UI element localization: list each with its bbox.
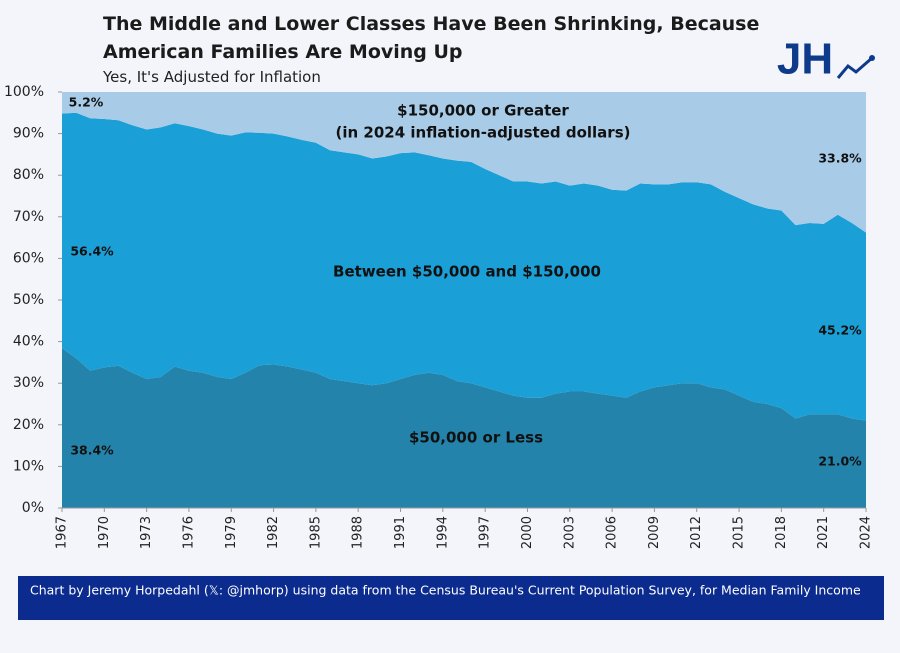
chart-title: The Middle and Lower Classes Have Been S… bbox=[103, 13, 760, 63]
logo: JH bbox=[777, 35, 833, 84]
area bbox=[62, 92, 866, 233]
y-tick-label: 80% bbox=[13, 167, 44, 183]
series-label: $50,000 or Less bbox=[409, 429, 543, 447]
y-tick-label: 10% bbox=[13, 458, 44, 474]
y-tick-label: 30% bbox=[13, 375, 44, 391]
x-tick-label: 1988 bbox=[351, 516, 366, 549]
x-tick-label: 1967 bbox=[55, 516, 70, 549]
value-label: 21.0% bbox=[818, 454, 862, 469]
y-tick-label: 70% bbox=[13, 209, 44, 225]
logo-arrow bbox=[836, 56, 873, 79]
x-tick-label: 1982 bbox=[266, 516, 281, 549]
x-tick-label: 1973 bbox=[139, 516, 154, 549]
value-label: 5.2% bbox=[69, 95, 104, 110]
y-tick-label: 50% bbox=[13, 292, 44, 308]
x-tick-label: 2003 bbox=[562, 516, 577, 549]
x-tick-label: 1970 bbox=[97, 516, 112, 549]
x-tick-label: 2015 bbox=[732, 516, 747, 549]
x-tick-label: 1985 bbox=[308, 516, 323, 549]
area bbox=[62, 112, 866, 421]
area bbox=[62, 348, 866, 508]
x-tick-label: 1997 bbox=[478, 516, 493, 549]
x-tick-label: 2018 bbox=[774, 516, 789, 549]
value-label: 45.2% bbox=[818, 323, 862, 338]
series-label: Between $50,000 and $150,000 bbox=[333, 263, 601, 281]
y-tick-label: 40% bbox=[13, 334, 44, 350]
y-tick-label: 20% bbox=[13, 417, 44, 433]
annotation: (in 2024 inflation-adjusted dollars) bbox=[336, 124, 631, 142]
footer: Chart by Jeremy Horpedahl (𝕏: @jmhorp) u… bbox=[30, 583, 861, 598]
footer-bar bbox=[18, 576, 884, 620]
value-label: 38.4% bbox=[70, 443, 114, 458]
x-tick-label: 1976 bbox=[181, 516, 196, 549]
logo-dot bbox=[869, 55, 875, 61]
x-tick-label: 1994 bbox=[435, 516, 450, 549]
x-tick-label: 2006 bbox=[605, 516, 620, 549]
value-label: 56.4% bbox=[70, 244, 114, 259]
x-tick-label: 1991 bbox=[393, 516, 408, 549]
y-tick-label: 90% bbox=[13, 126, 44, 142]
x-tick-label: 2000 bbox=[520, 516, 535, 549]
x-tick-label: 2021 bbox=[816, 516, 831, 549]
plot: $50,000 or Less Between $50,000 and $150,… bbox=[4, 84, 874, 549]
x-tick-label: 2009 bbox=[647, 516, 662, 549]
x-tick-label: 2024 bbox=[859, 516, 874, 549]
series-label: $150,000 or Greater bbox=[397, 102, 569, 120]
y-tick-label: 100% bbox=[4, 84, 44, 100]
x-tick-label: 2012 bbox=[689, 516, 704, 549]
y-tick-label: 0% bbox=[22, 500, 44, 516]
y-tick-label: 60% bbox=[13, 250, 44, 266]
value-label: 33.8% bbox=[818, 151, 862, 166]
chart-subtitle: Yes, It's Adjusted for Inflation bbox=[103, 68, 321, 86]
x-tick-label: 1979 bbox=[224, 516, 239, 549]
